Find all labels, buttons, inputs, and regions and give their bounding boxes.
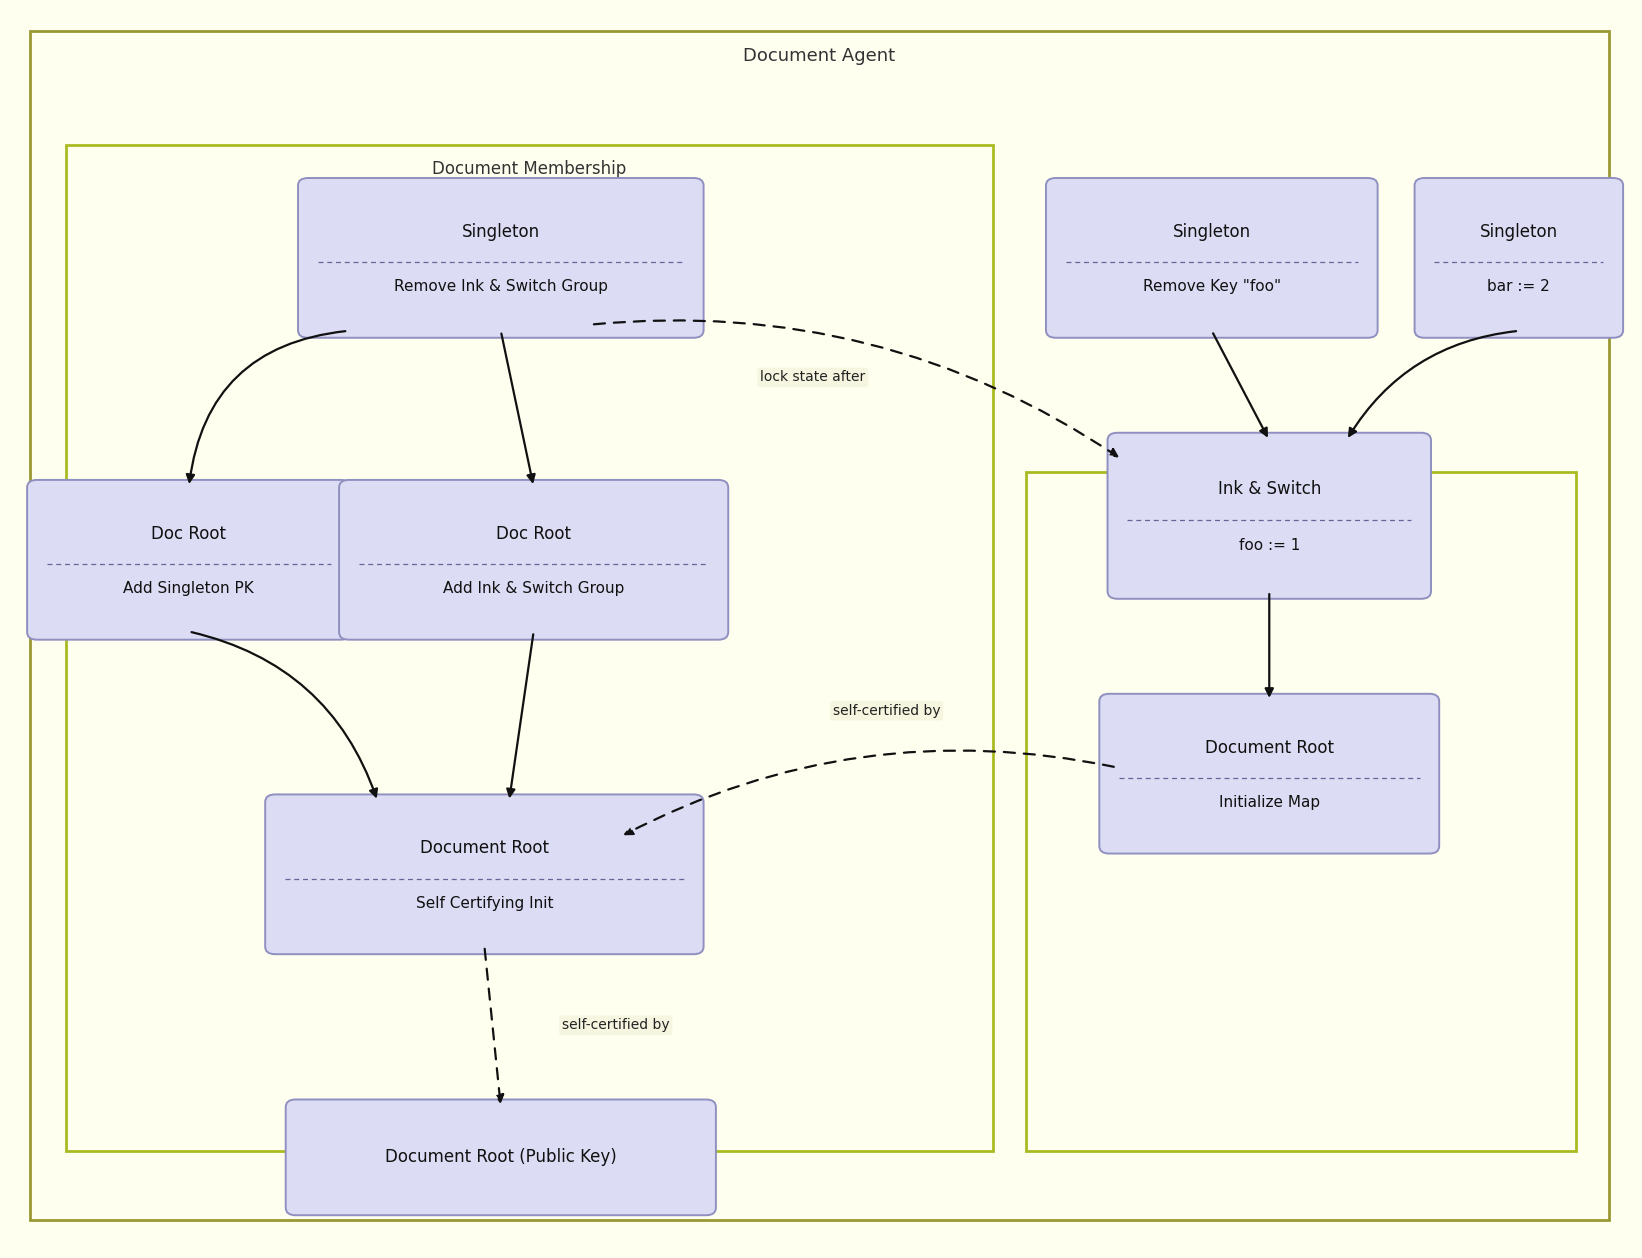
Text: Singleton: Singleton bbox=[1172, 223, 1251, 240]
Text: Doc Root: Doc Root bbox=[496, 525, 571, 542]
FancyBboxPatch shape bbox=[264, 795, 704, 954]
Text: Document Membership: Document Membership bbox=[432, 160, 627, 177]
Text: Document Root: Document Root bbox=[1205, 738, 1333, 756]
Text: self-certified by: self-certified by bbox=[562, 1018, 670, 1033]
FancyBboxPatch shape bbox=[1415, 177, 1622, 337]
FancyBboxPatch shape bbox=[286, 1099, 716, 1215]
Text: Add Singleton PK: Add Singleton PK bbox=[123, 581, 255, 596]
Text: bar := 2: bar := 2 bbox=[1488, 279, 1550, 294]
FancyBboxPatch shape bbox=[30, 31, 1609, 1220]
FancyBboxPatch shape bbox=[66, 145, 993, 1151]
FancyArrowPatch shape bbox=[192, 632, 378, 796]
FancyArrowPatch shape bbox=[484, 949, 502, 1102]
Text: Singleton: Singleton bbox=[1479, 223, 1558, 240]
FancyBboxPatch shape bbox=[1026, 472, 1576, 1151]
FancyArrowPatch shape bbox=[1350, 331, 1516, 435]
FancyArrowPatch shape bbox=[507, 634, 534, 796]
FancyArrowPatch shape bbox=[594, 321, 1117, 457]
Text: Document Operations: Document Operations bbox=[1210, 487, 1392, 504]
FancyBboxPatch shape bbox=[299, 177, 704, 337]
Text: Document Root: Document Root bbox=[420, 839, 548, 857]
FancyArrowPatch shape bbox=[187, 331, 345, 482]
Text: Ink & Switch: Ink & Switch bbox=[1218, 479, 1320, 498]
FancyBboxPatch shape bbox=[340, 479, 729, 639]
Text: self-certified by: self-certified by bbox=[832, 703, 941, 718]
FancyArrowPatch shape bbox=[1213, 333, 1268, 435]
Text: Add Ink & Switch Group: Add Ink & Switch Group bbox=[443, 581, 624, 596]
Text: Singleton: Singleton bbox=[461, 223, 540, 240]
Text: Document Root (Public Key): Document Root (Public Key) bbox=[384, 1149, 617, 1166]
Text: Document Agent: Document Agent bbox=[744, 47, 895, 64]
Text: Remove Ink & Switch Group: Remove Ink & Switch Group bbox=[394, 279, 608, 294]
FancyBboxPatch shape bbox=[1046, 177, 1378, 337]
FancyArrowPatch shape bbox=[626, 751, 1113, 834]
FancyBboxPatch shape bbox=[1108, 433, 1432, 599]
FancyBboxPatch shape bbox=[28, 479, 351, 639]
Text: foo := 1: foo := 1 bbox=[1238, 538, 1300, 554]
Text: Remove Key "foo": Remove Key "foo" bbox=[1143, 279, 1281, 294]
Text: Self Certifying Init: Self Certifying Init bbox=[415, 896, 553, 911]
Text: Doc Root: Doc Root bbox=[151, 525, 227, 542]
FancyBboxPatch shape bbox=[1100, 694, 1438, 853]
Text: lock state after: lock state after bbox=[760, 370, 865, 385]
FancyArrowPatch shape bbox=[501, 333, 535, 482]
Text: Initialize Map: Initialize Map bbox=[1218, 795, 1320, 810]
FancyArrowPatch shape bbox=[1266, 594, 1273, 696]
